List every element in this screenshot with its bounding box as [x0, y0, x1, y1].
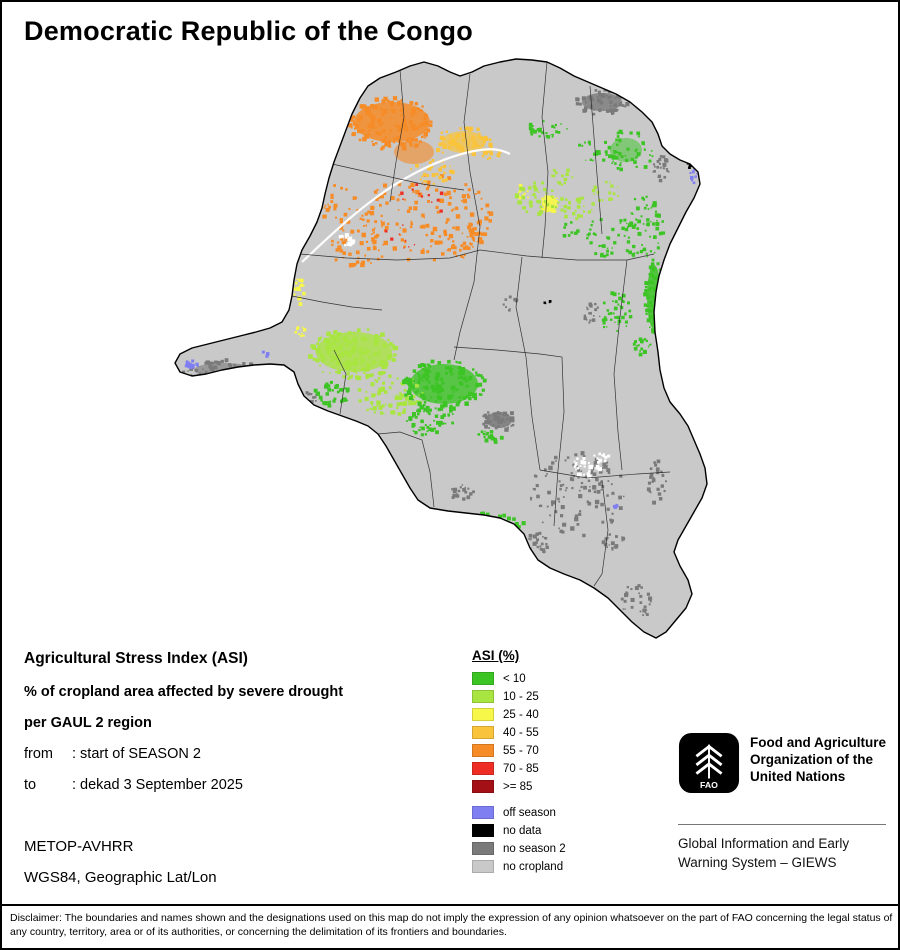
admin-boundaries: [291, 61, 671, 587]
source-info: METOP-AVHRR WGS84, Geographic Lat/Lon: [24, 838, 217, 886]
disclaimer-text: Disclaimer: The boundaries and names sho…: [10, 912, 893, 938]
legend-extra-list: off season no data no season 2 no cropland: [472, 806, 566, 873]
fao-logo-row: FAO Food and Agriculture Organization of…: [678, 732, 886, 794]
legend-swatch: [472, 744, 494, 757]
to-label: to: [24, 777, 37, 793]
legend-label: < 10: [503, 672, 526, 685]
asi-line1: % of cropland area affected by severe dr…: [24, 684, 344, 700]
legend-label: 25 - 40: [503, 708, 539, 721]
footer-divider: [2, 904, 898, 906]
legend-item: off season: [472, 806, 566, 819]
legend-label: 10 - 25: [503, 690, 539, 703]
asi-heading: Agricultural Stress Index (ASI): [24, 650, 248, 667]
legend-item: no cropland: [472, 860, 566, 873]
from-label: from: [24, 746, 53, 762]
legend-swatch: [472, 780, 494, 793]
congo-river: [301, 148, 511, 263]
to-value: : dekad 3 September 2025: [72, 777, 243, 793]
legend-swatch: [472, 672, 494, 685]
asi-line2: per GAUL 2 region: [24, 715, 152, 731]
projection-name: WGS84, Geographic Lat/Lon: [24, 869, 217, 886]
legend-item: 25 - 40: [472, 708, 566, 721]
legend-item: < 10: [472, 672, 566, 685]
country-shape: [175, 59, 707, 638]
legend-swatch: [472, 762, 494, 775]
legend-swatch: [472, 842, 494, 855]
sensor-name: METOP-AVHRR: [24, 838, 134, 855]
country-border: [174, 58, 708, 639]
legend-item: 40 - 55: [472, 726, 566, 739]
to-row: to : dekad 3 September 2025: [24, 777, 454, 793]
legend-swatch: [472, 824, 494, 837]
legend-label: no cropland: [503, 860, 564, 873]
legend-label: 55 - 70: [503, 744, 539, 757]
legend-item: 10 - 25: [472, 690, 566, 703]
legend-item: no data: [472, 824, 566, 837]
legend-item: >= 85: [472, 780, 566, 793]
legend-item: 70 - 85: [472, 762, 566, 775]
legend-label: off season: [503, 806, 556, 819]
legend-label: no data: [503, 824, 542, 837]
legend-label: >= 85: [503, 780, 533, 793]
legend-label: 70 - 85: [503, 762, 539, 775]
legend-class-list: < 10 10 - 25 25 - 40 40 - 55 55 - 70 70 - 85 >…: [472, 672, 566, 793]
legend-swatch: [472, 806, 494, 819]
fao-divider: [678, 824, 886, 825]
legend-item: no season 2: [472, 842, 566, 855]
asi-legend: ASI (%) < 10 10 - 25 25 - 40 40 - 55 55 - 70…: [472, 648, 566, 878]
fao-logo-text: FAO: [700, 780, 718, 790]
legend-title: ASI (%): [472, 648, 520, 663]
legend-swatch: [472, 860, 494, 873]
page-title: Democratic Republic of the Congo: [24, 16, 473, 46]
from-row: from : start of SEASON 2: [24, 746, 454, 762]
giews-name: Global Information and Early Warning Sys…: [678, 836, 850, 870]
legend-swatch: [472, 726, 494, 739]
legend-label: no season 2: [503, 842, 566, 855]
legend-label: 40 - 55: [503, 726, 539, 739]
asi-description: Agricultural Stress Index (ASI) % of cro…: [24, 650, 454, 808]
legend-swatch: [472, 708, 494, 721]
from-value: : start of SEASON 2: [72, 746, 201, 762]
legend-item: 55 - 70: [472, 744, 566, 757]
fao-org-name: Food and Agriculture Organization of the…: [750, 735, 886, 784]
legend-swatch: [472, 690, 494, 703]
fao-logo-icon: FAO: [678, 732, 740, 794]
fao-branding: FAO Food and Agriculture Organization of…: [678, 732, 886, 872]
